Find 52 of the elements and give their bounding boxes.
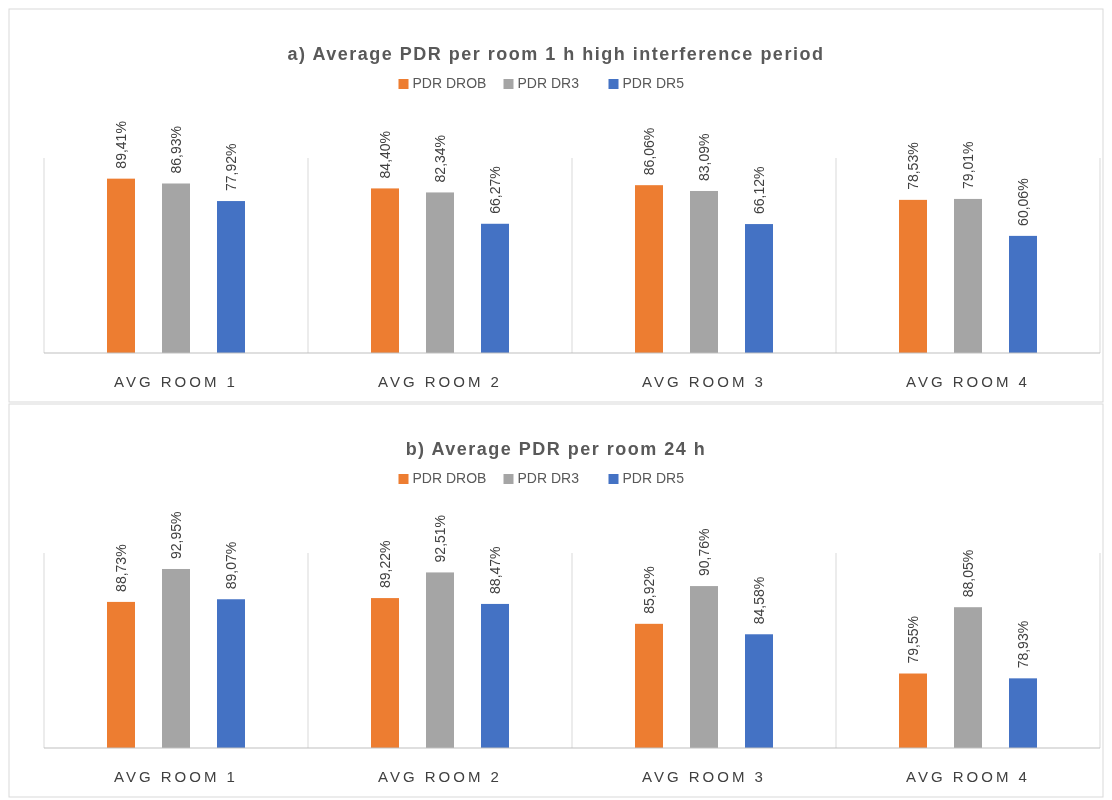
bar — [899, 199, 927, 353]
chart-title: a) Average PDR per room 1 h high interference period — [287, 44, 825, 64]
bar — [635, 185, 663, 353]
legend-label: PDR DR5 — [622, 75, 685, 91]
data-label: 78,53% — [905, 142, 921, 190]
x-tick-label: AVG ROOM 3 — [642, 373, 766, 390]
bar — [1009, 235, 1037, 353]
data-label: 66,12% — [751, 166, 767, 215]
bar — [426, 192, 454, 353]
data-label: 86,93% — [168, 126, 184, 174]
bar — [954, 198, 982, 353]
legend-label: PDR DROB — [412, 470, 487, 486]
data-label: 79,55% — [905, 616, 921, 664]
legend-label: PDR DR3 — [517, 75, 580, 91]
legend-label: PDR DROB — [412, 75, 487, 91]
data-label: 84,58% — [751, 576, 767, 625]
x-tick-label: AVG ROOM 3 — [642, 768, 766, 785]
legend-label: PDR DR3 — [517, 470, 580, 486]
data-label: 84,40% — [377, 130, 393, 179]
data-label: 88,47% — [487, 546, 503, 594]
x-tick-label: AVG ROOM 2 — [378, 768, 502, 785]
bar — [162, 183, 190, 353]
chart-title: b) Average PDR per room 24 h — [405, 439, 707, 459]
bar — [371, 188, 399, 353]
data-label: 89,22% — [377, 540, 393, 589]
data-label: 83,09% — [696, 133, 712, 181]
bar — [481, 223, 509, 353]
data-label: 78,93% — [1015, 620, 1031, 669]
legend-label: PDR DR5 — [622, 470, 685, 486]
data-label: 88,05% — [960, 549, 976, 598]
bar — [745, 224, 773, 353]
data-label: 86,06% — [641, 127, 657, 176]
data-label: 88,73% — [113, 544, 129, 592]
data-label: 89,41% — [113, 121, 129, 169]
data-label: 85,92% — [641, 566, 657, 614]
data-label: 66,27% — [487, 166, 503, 214]
data-label: 92,51% — [432, 514, 448, 563]
data-label: 90,76% — [696, 528, 712, 577]
bar — [107, 178, 135, 353]
data-label: 77,92% — [223, 143, 239, 192]
x-tick-label: AVG ROOM 1 — [114, 768, 238, 785]
data-label: 60,06% — [1015, 178, 1031, 226]
data-label: 89,07% — [223, 541, 239, 590]
bar — [690, 190, 718, 353]
data-label: 82,34% — [432, 134, 448, 183]
x-tick-label: AVG ROOM 1 — [114, 373, 238, 390]
x-tick-label: AVG ROOM 4 — [906, 373, 1030, 390]
x-tick-label: AVG ROOM 2 — [378, 373, 502, 390]
bar — [217, 201, 245, 353]
data-label: 92,95% — [168, 511, 184, 559]
data-label: 79,01% — [960, 141, 976, 189]
x-tick-label: AVG ROOM 4 — [906, 768, 1030, 785]
